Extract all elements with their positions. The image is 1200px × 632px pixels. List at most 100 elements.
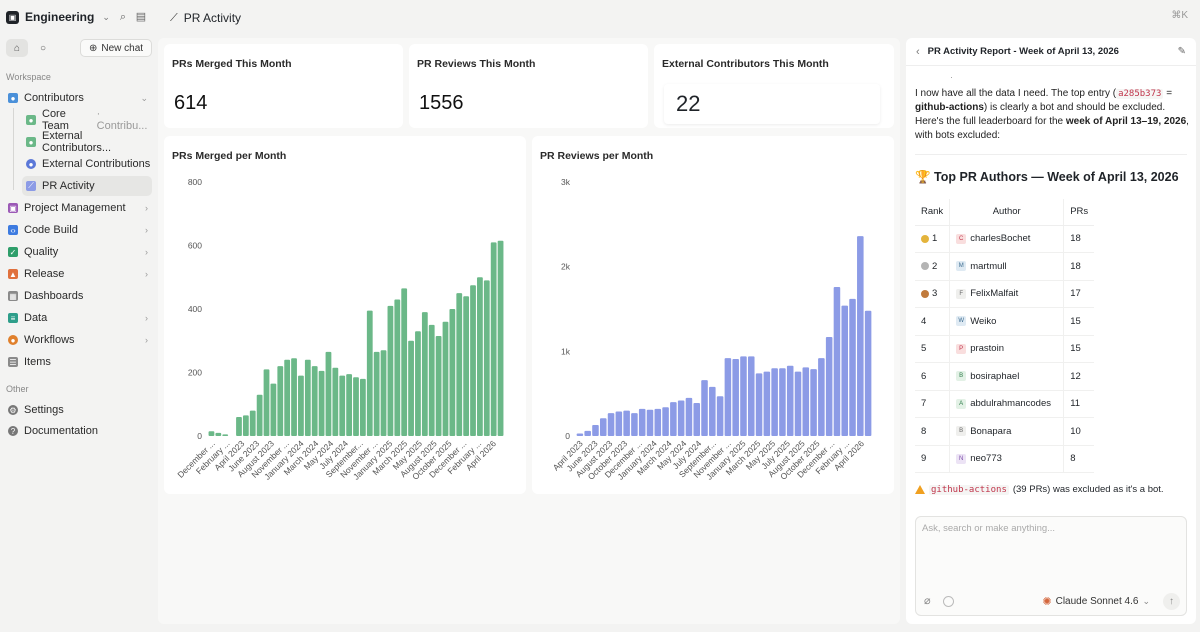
chart-line-icon: ⟋	[170, 11, 178, 24]
send-button[interactable]: ↑	[1163, 593, 1180, 610]
y-tick-label: 2k	[561, 262, 571, 272]
ai-chat-panel: ‹ PR Activity Report - Week of April 13,…	[906, 38, 1196, 624]
command-shortcut[interactable]: ⌘K	[1171, 10, 1188, 21]
sidebar-item-data[interactable]: ≡ Data ›	[4, 308, 152, 328]
y-tick-label: 0	[197, 431, 202, 441]
sidebar-item-core-team[interactable]: ● Core Team · Contribu...	[22, 108, 152, 132]
circle-icon[interactable]	[943, 596, 954, 607]
prs-cell: 12	[1063, 362, 1095, 391]
sidebar-item-external-contributors[interactable]: ● External Contributors...	[22, 130, 152, 154]
new-chat-button[interactable]: ⊕ New chat	[80, 39, 153, 57]
bar	[584, 430, 591, 436]
bar	[701, 380, 708, 436]
shield-icon: ✓	[8, 247, 18, 257]
dashboard-icon: ▦	[8, 291, 18, 301]
project-icon: ▣	[8, 203, 18, 213]
bar	[818, 358, 825, 436]
sidebar-item-release[interactable]: ▲ Release ›	[4, 264, 152, 284]
bar	[346, 374, 353, 436]
author-name: Weiko	[970, 315, 997, 327]
chevron-left-icon[interactable]: ‹	[916, 45, 920, 58]
author-name: abdulrahmancodes	[970, 398, 1051, 410]
prs-cell: 15	[1063, 307, 1095, 336]
inline-code: github-actions	[929, 484, 1009, 495]
sidebar-item-items[interactable]: ☰ Items	[4, 352, 152, 372]
bar	[353, 377, 359, 436]
table-row: 8 B Bonapara 10	[915, 417, 1095, 446]
sidebar-item-label: Code Build	[24, 224, 78, 236]
avatar: M	[956, 261, 967, 272]
prs-cell: 11	[1063, 390, 1095, 418]
rank-value: 5	[921, 343, 927, 355]
bar	[693, 402, 701, 436]
prs-cell: 18	[1063, 225, 1095, 253]
chevron-down-icon: ⌄	[140, 92, 148, 103]
stat-title: PRs Merged This Month	[172, 58, 292, 70]
home-tab-icon[interactable]: ⌂	[6, 39, 28, 57]
sidebar-item-project-management[interactable]: ▣ Project Management ›	[4, 198, 152, 218]
bar	[470, 285, 476, 436]
y-tick-label: 200	[188, 368, 202, 378]
author-cell: B Bonapara	[949, 417, 1065, 446]
sidebar-item-dashboards[interactable]: ▦ Dashboards	[4, 286, 152, 306]
rank-value: 2	[932, 260, 938, 272]
rank-value: 3	[932, 288, 938, 300]
bar	[463, 296, 470, 436]
bar	[599, 418, 607, 436]
list-icon: ☰	[8, 357, 18, 367]
sidebar-item-settings[interactable]: ⚙ Settings	[4, 400, 152, 420]
sidebar-item-label: Project Management	[24, 202, 126, 214]
bar	[415, 331, 421, 436]
chevron-right-icon: ›	[145, 313, 148, 323]
sidebar-item-quality[interactable]: ✓ Quality ›	[4, 242, 152, 262]
rank-cell: 9	[915, 445, 951, 473]
bar	[654, 408, 662, 436]
sidebar-item-label: PR Activity	[42, 180, 95, 192]
model-selector[interactable]: ✺ Claude Sonnet 4.6 ⌄	[1042, 595, 1150, 608]
section-workspace: Workspace	[6, 72, 51, 82]
contributors-icon: ●	[8, 93, 18, 103]
stat-value: 22	[664, 84, 880, 124]
paperclip-icon[interactable]: ⌀	[924, 595, 931, 607]
sidebar-item-pr-activity[interactable]: ⟋ PR Activity	[22, 176, 152, 196]
bar	[716, 396, 724, 436]
search-icon[interactable]: ⌕	[119, 11, 127, 23]
bar	[740, 356, 747, 436]
help-icon: ?	[8, 426, 18, 436]
message-text: I now have all the data I need. The top …	[915, 88, 1117, 99]
rank-cell: 3	[915, 280, 951, 308]
sidebar-item-documentation[interactable]: ? Documentation	[4, 421, 152, 441]
sidebar: ⌂ ○ ⊕ New chat Workspace ● Contributors …	[0, 34, 158, 632]
dashboard-main: PRs Merged This Month 614 PR Reviews Thi…	[158, 38, 900, 624]
bar	[810, 369, 817, 436]
message-bold: github-actions	[915, 102, 984, 113]
warning-icon	[915, 485, 925, 494]
bar	[236, 416, 242, 436]
sidebar-tabs: ⌂ ○	[6, 39, 54, 57]
stat-card-pr-reviews: PR Reviews This Month 1556	[409, 44, 648, 128]
bar	[786, 365, 794, 436]
chat-tab-icon[interactable]: ○	[39, 42, 47, 54]
chat-composer[interactable]: Ask, search or make anything... ⌀ ✺ Clau…	[915, 516, 1187, 616]
sidebar-item-external-contributions[interactable]: ● External Contributions	[22, 154, 152, 174]
y-tick-label: 1k	[561, 346, 571, 356]
panel-header: ‹ PR Activity Report - Week of April 13,…	[906, 38, 1196, 66]
author-name: bosiraphael	[970, 370, 1020, 382]
author-name: martmull	[970, 260, 1007, 272]
table-row: 4 W Weiko 15	[915, 307, 1095, 336]
chevron-right-icon: ›	[145, 203, 148, 213]
sidebar-item-code-build[interactable]: ‹› Code Build ›	[4, 220, 152, 240]
sidebar-item-contributors[interactable]: ● Contributors ⌄	[4, 88, 152, 108]
bar	[263, 369, 270, 436]
edit-icon[interactable]: ✎	[1177, 46, 1186, 57]
bar	[841, 305, 849, 436]
sidebar-item-label: Core Team	[42, 108, 69, 132]
bar	[677, 400, 685, 436]
sidebar-toggle-icon[interactable]: ▤	[135, 11, 147, 23]
workspace-switcher[interactable]: ▣ Engineering ⌄	[6, 10, 110, 24]
y-tick-label: 600	[188, 241, 202, 251]
sidebar-item-workflows[interactable]: ● Workflows ›	[4, 330, 152, 350]
